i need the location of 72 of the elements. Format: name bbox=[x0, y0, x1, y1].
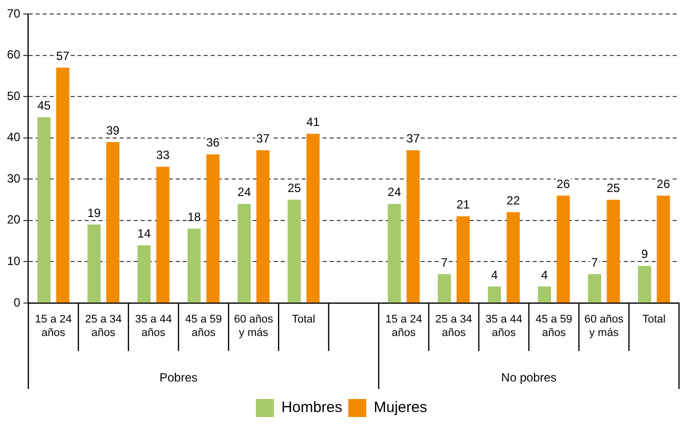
x-tick-label: 25 a 34 años bbox=[85, 314, 122, 339]
bar bbox=[306, 134, 320, 303]
y-tick-label: 20 bbox=[6, 212, 21, 227]
bar bbox=[106, 142, 120, 303]
bar bbox=[256, 150, 270, 303]
x-tick-label: Total bbox=[292, 314, 316, 326]
data-label: 19 bbox=[87, 206, 102, 220]
bar bbox=[438, 274, 451, 303]
data-label: 25 bbox=[606, 181, 620, 196]
text: No pobres bbox=[501, 370, 557, 384]
y-tick-label: 10 bbox=[6, 254, 21, 268]
data-label: 26 bbox=[656, 176, 670, 191]
text: Pobres bbox=[159, 370, 198, 384]
data-label: 4 bbox=[541, 268, 548, 282]
data-label: 9 bbox=[641, 247, 648, 262]
data-label: 37 bbox=[256, 132, 270, 146]
data-label: 33 bbox=[156, 148, 170, 162]
data-label: 18 bbox=[187, 210, 202, 224]
x-tick-label: 45 a 59 años bbox=[185, 314, 222, 339]
data-label: 57 bbox=[56, 48, 70, 63]
bar bbox=[406, 150, 420, 303]
data-label: 45 bbox=[37, 98, 51, 113]
bar bbox=[556, 196, 570, 303]
data-label: 4 bbox=[491, 268, 498, 282]
data-label: 25 bbox=[288, 181, 302, 196]
data-label: 21 bbox=[456, 198, 470, 212]
data-label: 36 bbox=[206, 136, 220, 150]
data-label: 7 bbox=[591, 255, 598, 270]
y-tick-label: 0 bbox=[14, 295, 21, 310]
legend-label: Hombres bbox=[281, 399, 342, 416]
data-label: 24 bbox=[388, 185, 402, 200]
bar bbox=[488, 286, 502, 303]
bar bbox=[506, 212, 520, 303]
data-label: 39 bbox=[106, 123, 120, 138]
data-label: 14 bbox=[137, 226, 152, 241]
x-tick-label: 45 a 59 años bbox=[536, 314, 572, 339]
bar bbox=[87, 224, 101, 303]
bar bbox=[538, 286, 552, 303]
x-tick-label: 25 a 34 años bbox=[435, 314, 472, 339]
bar bbox=[238, 204, 251, 303]
x-tick-label: 60 años y más bbox=[584, 314, 624, 339]
y-tick-label: 30 bbox=[6, 171, 21, 186]
bar bbox=[456, 216, 470, 303]
bar bbox=[156, 166, 170, 303]
data-label: 22 bbox=[506, 193, 520, 208]
bar bbox=[288, 200, 301, 303]
bar bbox=[638, 266, 652, 303]
x-tick-label: 15 a 24 años bbox=[385, 314, 422, 339]
y-tick-label: 50 bbox=[6, 88, 21, 103]
x-tick-label: 35 a 44 años bbox=[135, 314, 172, 339]
data-label: 7 bbox=[441, 255, 448, 270]
x-tick-label: 60 años y más bbox=[234, 314, 274, 339]
data-label: 24 bbox=[238, 185, 252, 200]
x-tick-label: Total bbox=[642, 314, 666, 326]
y-tick-label: 60 bbox=[6, 48, 21, 62]
bar bbox=[656, 196, 670, 303]
legend-label: Mujeres bbox=[374, 399, 428, 416]
data-label: 41 bbox=[306, 115, 320, 130]
x-tick-label: 15 a 24 años bbox=[35, 314, 72, 339]
bar bbox=[206, 154, 220, 303]
data-label: 26 bbox=[556, 176, 570, 191]
bar bbox=[588, 274, 602, 303]
y-tick-label: 40 bbox=[6, 130, 21, 144]
bar bbox=[388, 204, 401, 303]
x-tick-label: 35 a 44 años bbox=[485, 314, 522, 339]
bar bbox=[138, 245, 151, 303]
bar bbox=[188, 228, 201, 303]
bar bbox=[606, 200, 620, 303]
y-tick-label: 70 bbox=[6, 6, 21, 20]
bar bbox=[56, 68, 70, 303]
bar bbox=[37, 117, 51, 303]
data-label: 37 bbox=[406, 132, 420, 146]
